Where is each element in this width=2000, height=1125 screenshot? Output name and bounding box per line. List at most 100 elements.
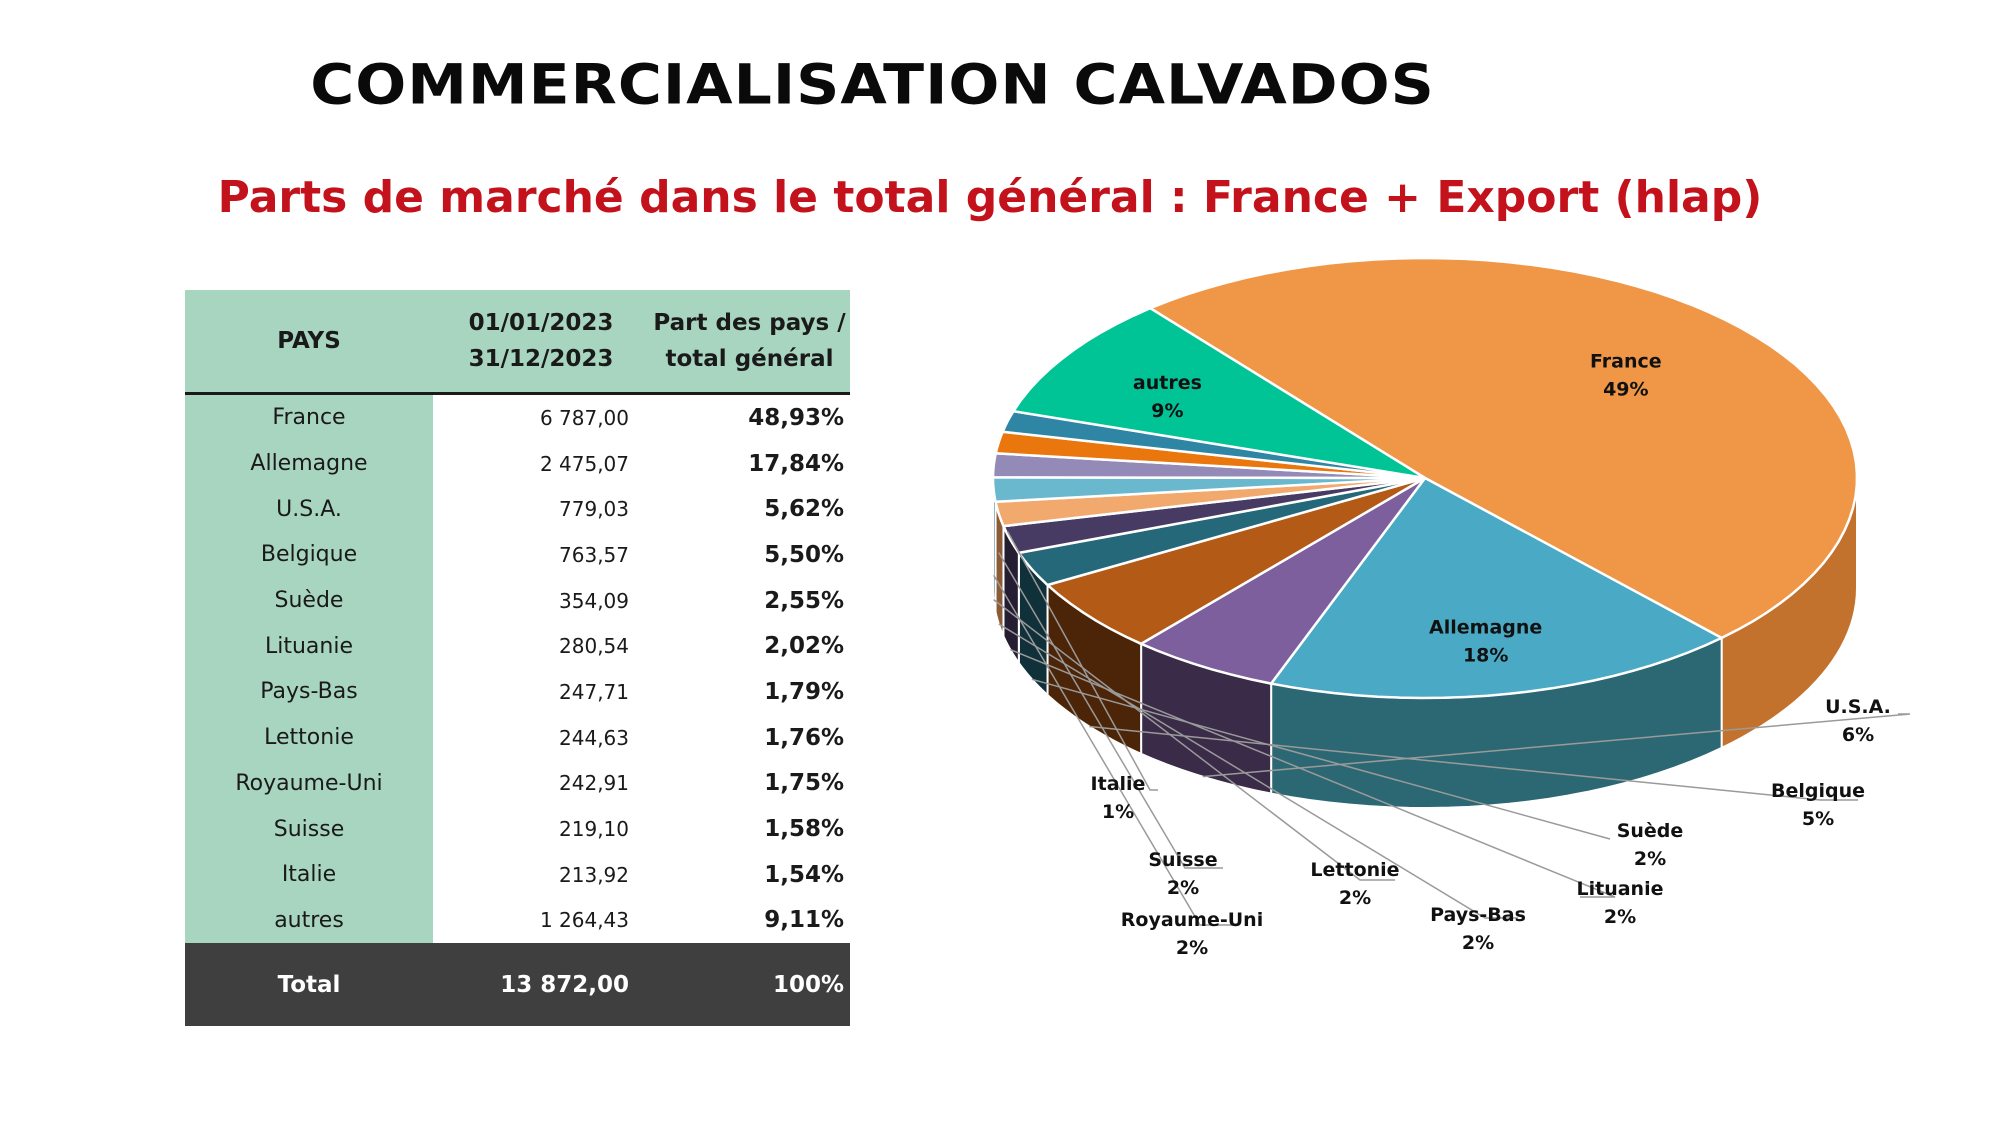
leader-line [1202,713,1911,778]
data-label-category: autres [1133,372,1202,394]
cell-pays: Lituanie [185,623,433,670]
total-share: 100% [649,943,850,1027]
data-label-percent: 18% [1463,644,1508,666]
data-label-category: France [1590,351,1662,373]
data-label-percent: 6% [1842,724,1874,746]
cell-value: 247,71 [559,679,629,704]
table-body: France 6 787,00 48,93% Allemagne 2 475,07 17,… [185,393,850,1027]
table-row: Lettonie 244,63 1,76% [185,714,850,761]
data-label-percent: 1% [1102,801,1134,823]
cell-share: 2,55% [764,587,844,614]
table-row: Belgique 763,57 5,50% [185,532,850,578]
leader-line [993,599,1395,881]
table-header-row: PAYS 01/01/2023 31/12/2023 Part des pays… [185,290,850,395]
header-period-start: 01/01/2023 [468,310,614,336]
table-row: Suède 354,09 2,55% [185,577,850,624]
cell-value: 2 475,07 [539,451,629,476]
header-share-line1: Part des pays / [653,310,846,336]
data-label-percent: 9% [1151,400,1183,422]
data-label-category: U.S.A. [1825,696,1891,718]
cell-value: 242,91 [559,771,629,796]
leader-line [1006,531,1158,791]
leader-line [998,552,1223,869]
cell-value: 244,63 [559,725,629,750]
cell-share: 17,84% [748,450,844,477]
cell-value: 779,03 [559,497,629,522]
cell-pays: Italie [185,851,433,898]
cell-pays: Belgique [185,532,433,578]
cell-value: 1 264,43 [539,908,629,933]
leader-line [993,574,1232,926]
data-label-percent: 2% [1634,848,1666,870]
cell-share: 1,76% [764,724,844,751]
data-label-category: Lettonie [1310,859,1399,881]
cell-share: 9,11% [764,907,844,934]
cell-share: 1,75% [764,770,844,797]
cell-pays: Lettonie [185,714,433,761]
table-row: autres 1 264,43 9,11% [185,897,850,944]
cell-share: 5,62% [764,496,844,523]
cell-share: 1,54% [764,861,844,888]
table-row: France 6 787,00 48,93% [185,393,850,441]
data-label-percent: 2% [1339,887,1371,909]
market-share-table: PAYS 01/01/2023 31/12/2023 Part des pays… [185,290,850,1027]
data-label-category: Lituanie [1577,878,1664,900]
cell-value: 354,09 [559,588,629,613]
data-label-percent: 2% [1604,906,1636,928]
cell-value: 6 787,00 [539,405,629,430]
data-label-category: Belgique [1771,780,1865,802]
data-label-category: Suède [1617,820,1684,842]
page-title: COMMERCIALISATION CALVADOS [310,52,1435,118]
pie-slice-u-s-a- [1138,476,1427,685]
cell-pays: U.S.A. [185,486,433,533]
table-row: Italie 213,92 1,54% [185,851,850,898]
cell-pays: autres [185,897,433,944]
data-label-category: Pays-Bas [1430,904,1526,926]
data-label-category: Italie [1091,773,1146,795]
header-period-end: 31/12/2023 [468,346,614,372]
cell-pays: Allemagne [185,440,433,487]
pie-slice-autres [1011,306,1426,480]
data-label-percent: 2% [1176,937,1208,959]
cell-pays: Suède [185,577,433,624]
data-label-percent: 2% [1462,932,1494,954]
table-row: Lituanie 280,54 2,02% [185,623,850,670]
page-subtitle: Parts de marché dans le total général : … [217,172,1763,223]
pie-slice-belgique [1044,476,1426,646]
data-label-percent: 5% [1802,808,1834,830]
leader-line [1010,648,1616,898]
total-label: Total [185,943,433,1027]
total-row: Total 13 872,00 100% [185,943,850,1027]
pie-slice-france [1147,256,1859,640]
total-value: 13 872,00 [433,943,649,1027]
header-pays: PAYS [185,290,433,395]
cell-share: 1,58% [764,816,844,843]
leader-line [1089,725,1858,801]
data-label-percent: 2% [1167,877,1199,899]
data-label-category: Suisse [1148,849,1217,871]
leader-line [998,623,1518,919]
table-row: Suisse 219,10 1,58% [185,806,850,852]
cell-pays: Pays-Bas [185,669,433,715]
data-label-percent: 49% [1603,379,1648,401]
data-label-category: Royaume-Uni [1121,909,1263,931]
pie-slice-allemagne [1268,476,1725,700]
cell-value: 213,92 [559,862,629,887]
table-row: Pays-Bas 247,71 1,79% [185,669,850,715]
cell-share: 5,50% [764,541,844,568]
cell-share: 48,93% [748,404,844,431]
cell-pays: France [185,393,433,441]
header-share-line2: total général [665,346,834,372]
pie-top-faces [991,256,1859,700]
cell-pays: Suisse [185,806,433,852]
cell-value: 763,57 [559,542,629,567]
header-share: Part des pays / total général [649,290,850,395]
table-row: Royaume-Uni 242,91 1,75% [185,760,850,807]
table-row: Allemagne 2 475,07 17,84% [185,440,850,487]
cell-share: 1,79% [764,678,844,705]
cell-value: 219,10 [559,817,629,842]
header-period: 01/01/2023 31/12/2023 [433,290,649,395]
cell-share: 2,02% [764,633,844,660]
cell-pays: Royaume-Uni [185,760,433,807]
